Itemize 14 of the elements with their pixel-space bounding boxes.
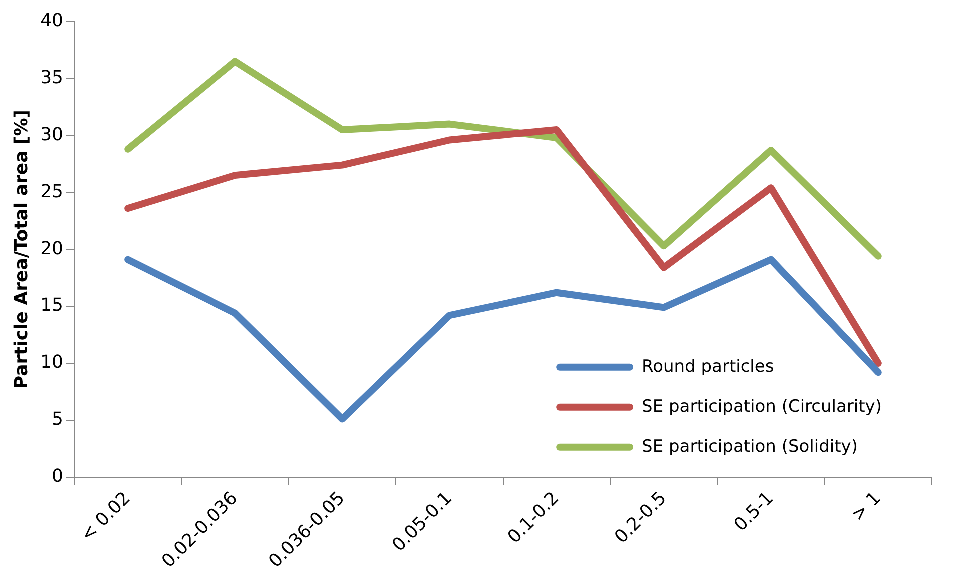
y-tick-label: 20 bbox=[40, 238, 64, 260]
y-tick-label: 15 bbox=[40, 295, 64, 316]
y-tick-label: 5 bbox=[52, 409, 64, 430]
x-tick-label: > 1 bbox=[848, 488, 886, 526]
y-tick-label: 25 bbox=[40, 181, 64, 202]
legend-label: SE participation (Circularity) bbox=[642, 396, 882, 417]
y-tick-label: 35 bbox=[40, 67, 64, 88]
y-tick-label: 0 bbox=[52, 466, 64, 488]
y-axis-title: Particle Area/Total area [%] bbox=[11, 110, 32, 390]
y-tick-label: 30 bbox=[40, 124, 64, 146]
legend-label: SE participation (Solidity) bbox=[642, 436, 858, 457]
y-tick-label: 10 bbox=[40, 352, 64, 374]
legend-label: Round particles bbox=[642, 356, 774, 377]
y-tick-label: 40 bbox=[40, 10, 64, 32]
